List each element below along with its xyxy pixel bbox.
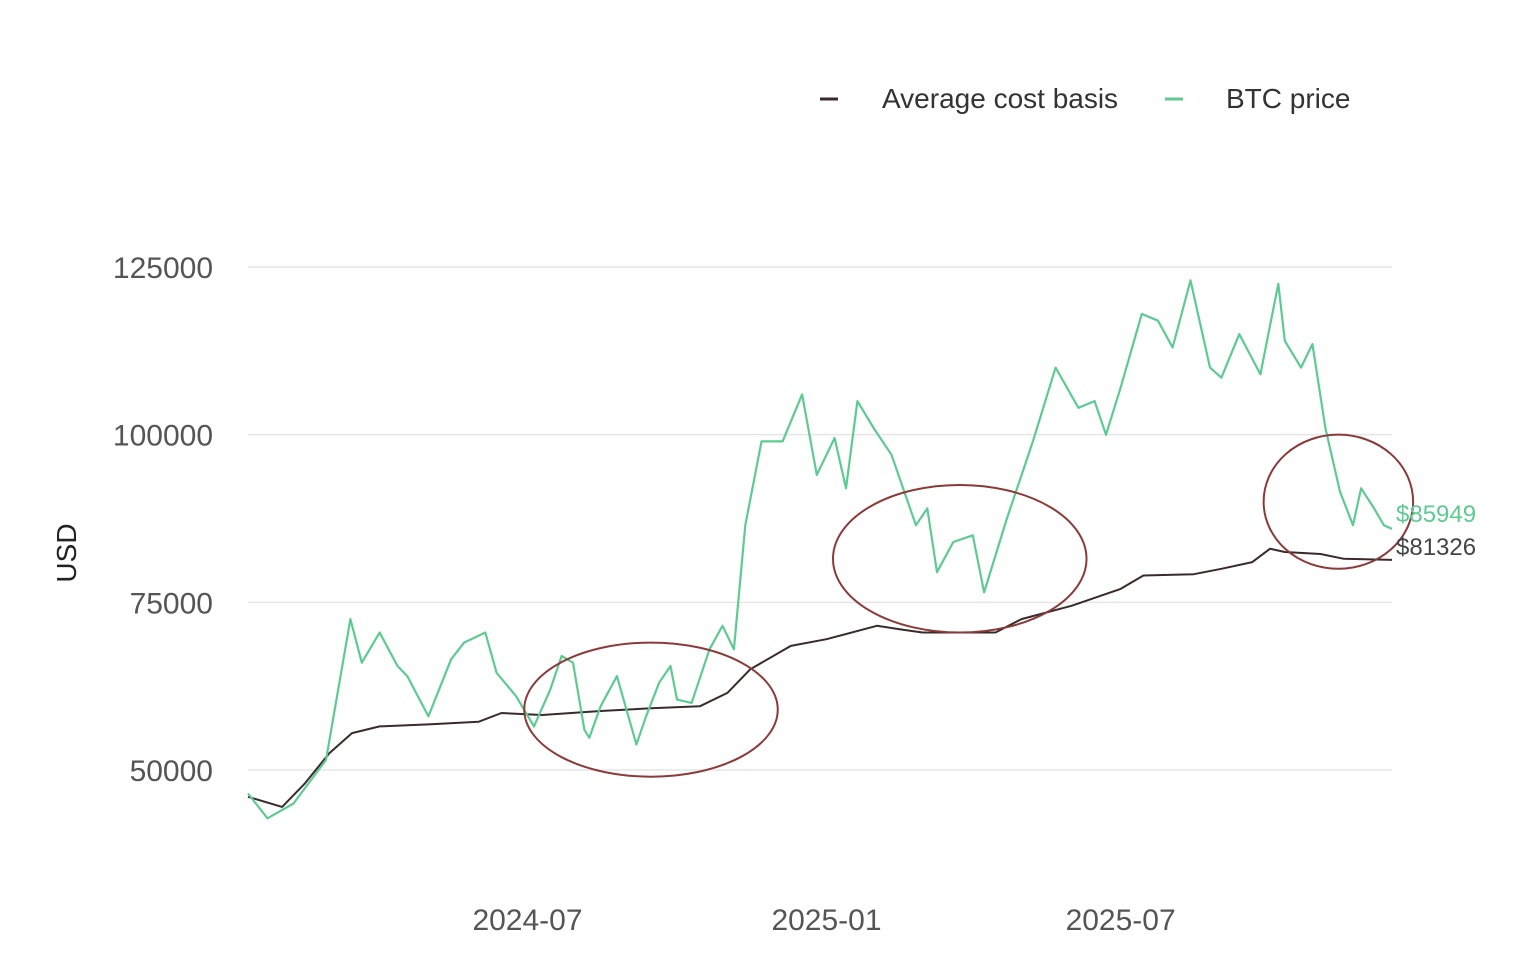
x-axis-ticks: 2024-07 2025-01 2025-07: [472, 904, 1175, 937]
end-label-btc-price: $85949: [1396, 501, 1476, 528]
series-line-btc-price: [247, 279, 1393, 820]
series-layer: [247, 279, 1393, 820]
x-tick-label: 2025-07: [1066, 904, 1176, 937]
x-tick-label: 2025-01: [771, 904, 881, 937]
highlight-circle-2: [832, 483, 1088, 634]
end-label-cost-basis: $81326: [1396, 534, 1476, 561]
legend-label-cost-basis: Average cost basis: [882, 83, 1118, 114]
y-tick-label: 75000: [130, 587, 213, 620]
y-tick-label: 100000: [113, 420, 213, 453]
highlight-circle-1: [523, 641, 779, 778]
highlight-circles: [523, 433, 1415, 778]
y-axis-ticks: 50000 75000 100000 125000: [113, 252, 213, 788]
series-line-cost-basis: [247, 547, 1393, 808]
y-tick-label: 125000: [113, 252, 213, 285]
x-tick-label: 2024-07: [472, 904, 582, 937]
y-tick-label: 50000: [130, 755, 213, 788]
gridlines: [248, 266, 1392, 771]
end-labels: $85949 $81326: [1396, 501, 1476, 561]
highlight-circle-3: [1262, 433, 1415, 570]
y-axis-label: USD: [51, 523, 82, 582]
legend-label-btc-price: BTC price: [1226, 83, 1350, 114]
legend: Average cost basis BTC price: [820, 83, 1350, 114]
